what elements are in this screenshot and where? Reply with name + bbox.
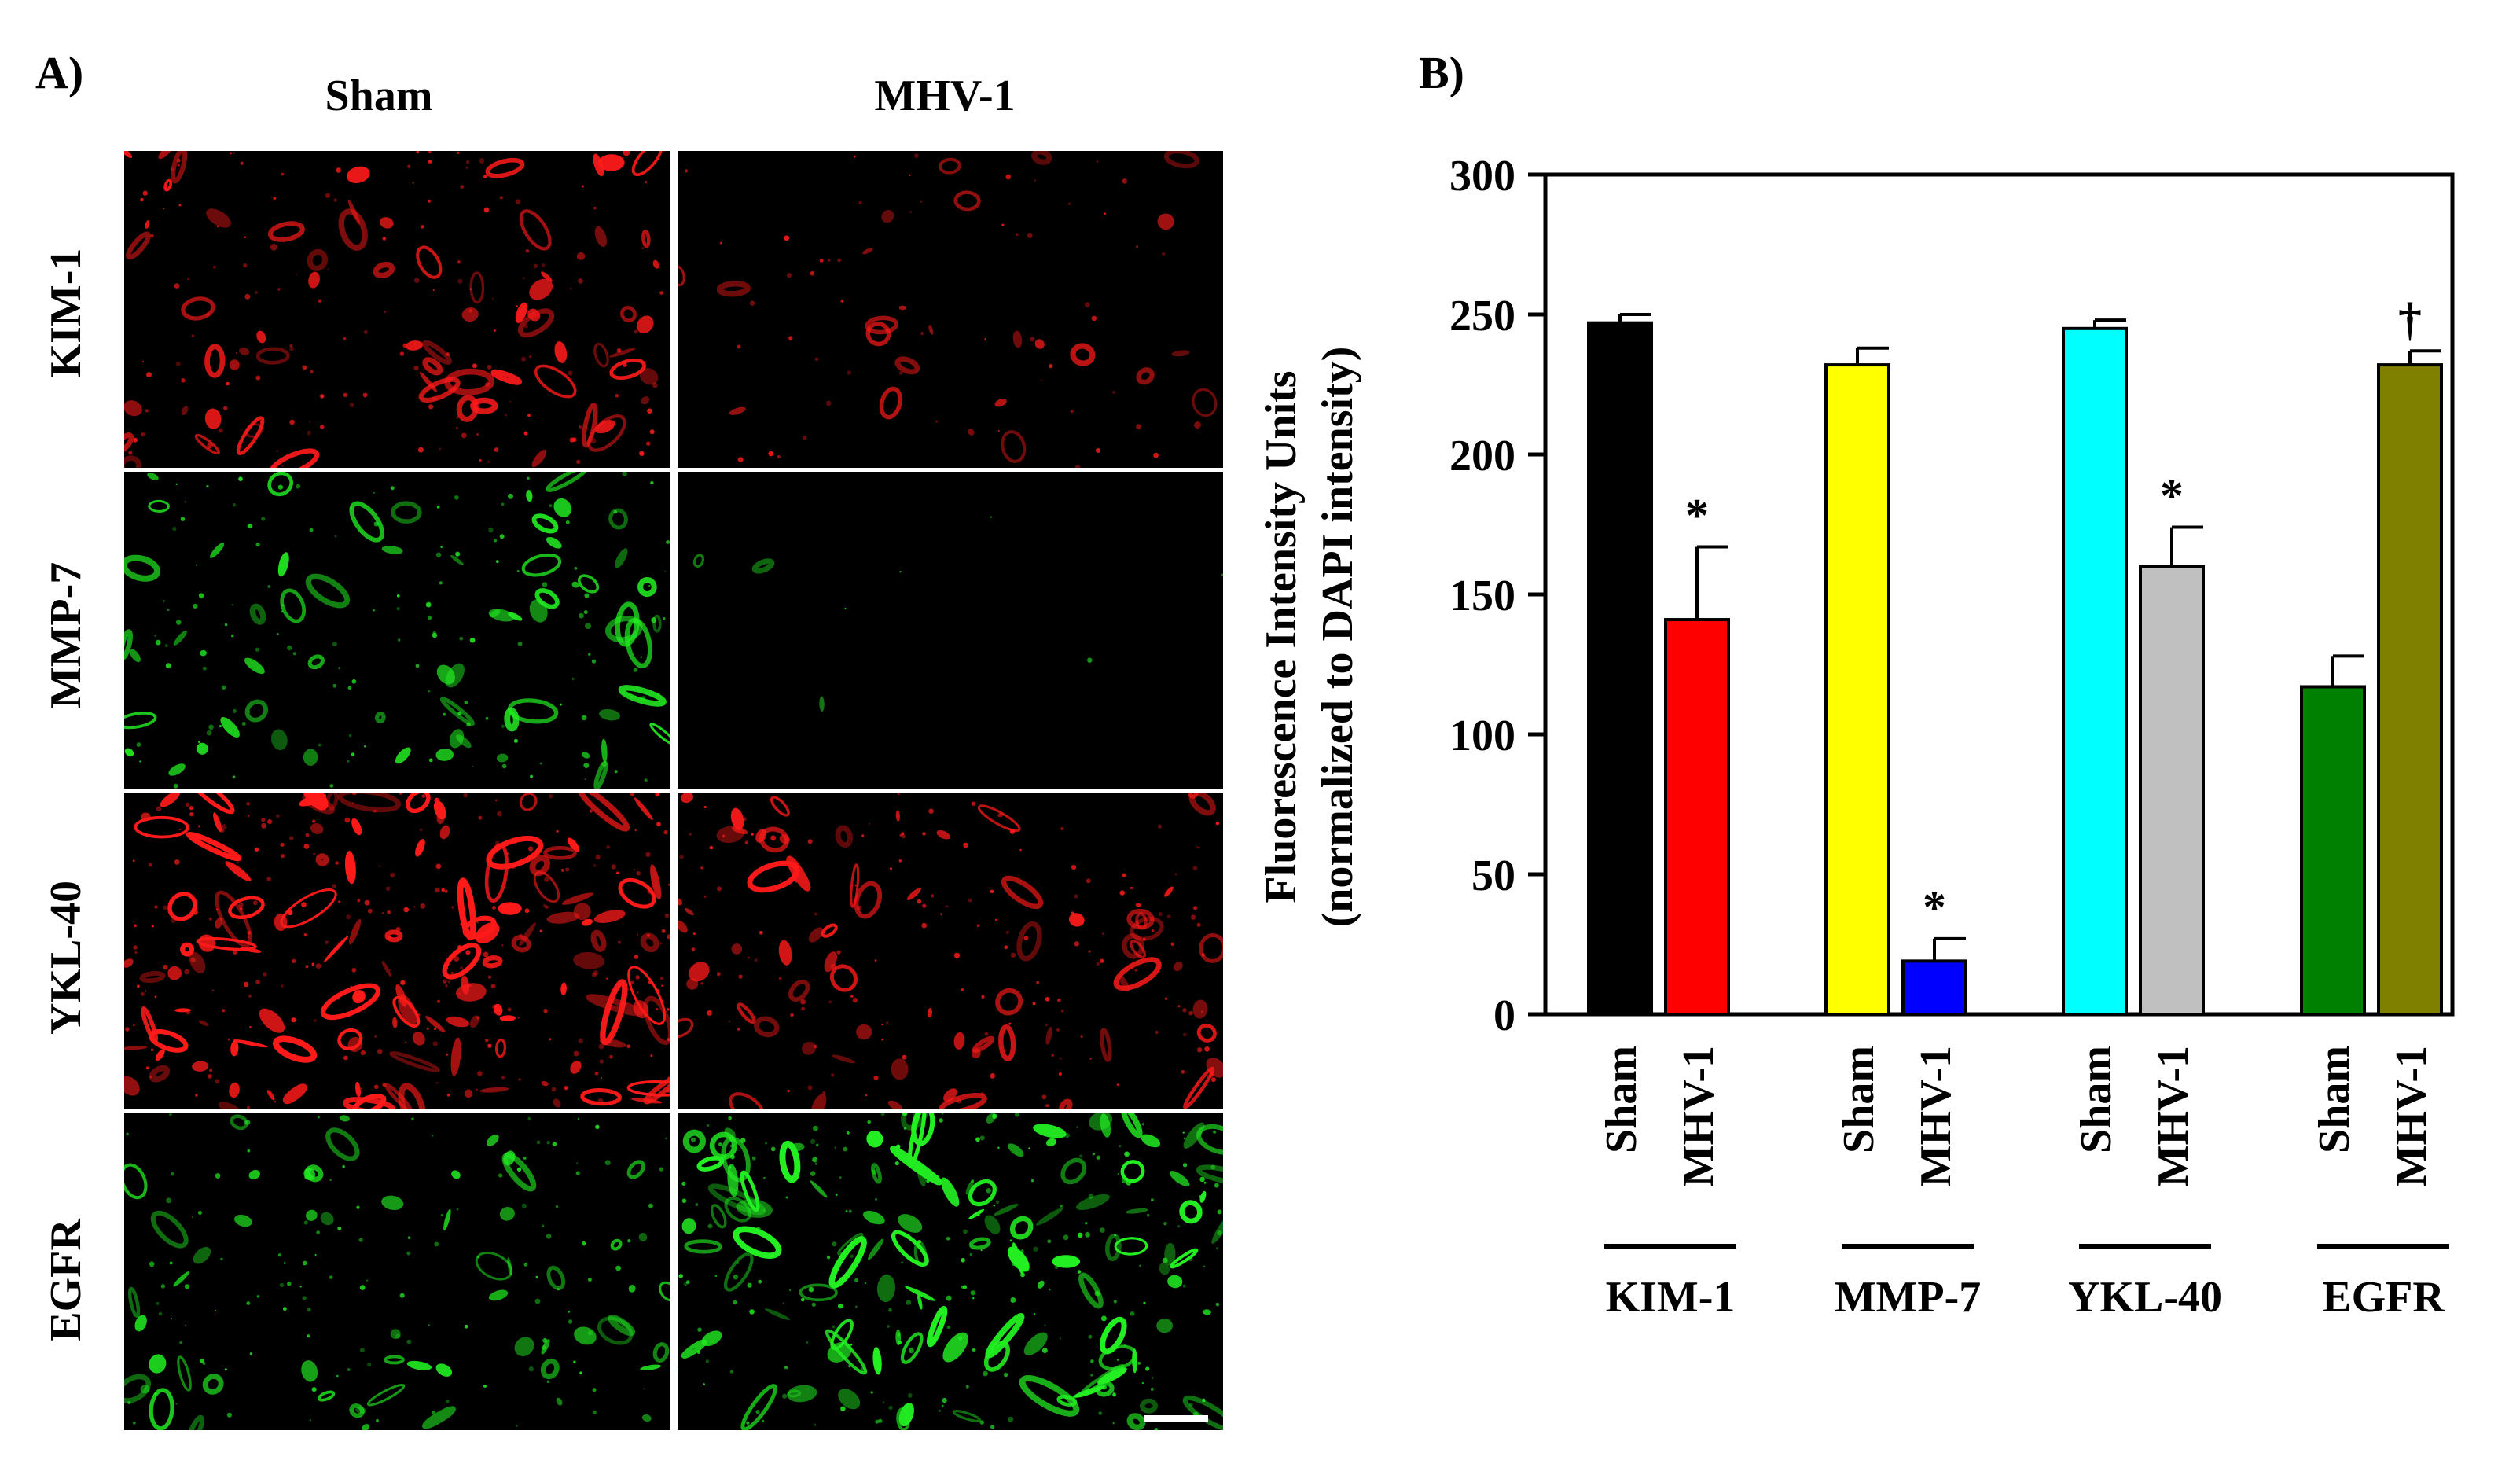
y-tick-label: 0	[1493, 991, 1515, 1040]
y-tick-label: 300	[1449, 152, 1515, 200]
micrograph-mmp-7-mhv-1	[678, 472, 1223, 789]
bar-kim-1-sham	[1587, 321, 1653, 1016]
micrograph-ykl-40-sham	[124, 793, 670, 1109]
bar-mmp-7-mhv-1	[1901, 959, 1967, 1016]
significance-marker: †	[2398, 293, 2422, 345]
x-bar-label: MHV-1	[2387, 1046, 2436, 1186]
significance-marker: *	[1923, 881, 1946, 933]
y-axis-label-line1: Fluorescence Intensity Units	[1257, 370, 1306, 903]
y-tick-label: 200	[1449, 432, 1515, 480]
micrograph-ykl-40-mhv-1	[678, 793, 1223, 1109]
column-label-mhv1: MHV-1	[874, 72, 1015, 120]
scale-bar	[1144, 1415, 1208, 1422]
micrograph-mmp-7-sham	[124, 472, 670, 789]
x-bar-label: MHV-1	[1674, 1046, 1723, 1186]
significance-marker: *	[1685, 489, 1709, 541]
panel-b-label: B)	[1419, 47, 1464, 98]
micrograph-kim-1-sham	[124, 151, 670, 468]
bar-mmp-7-sham	[1824, 363, 1890, 1016]
panel-b-bar-chart: B) Fluorescence Intensity Units (normali…	[1257, 47, 2455, 1322]
micrograph-kim-1-mhv-1	[678, 151, 1223, 468]
x-group-label: MMP-7	[1835, 1273, 1982, 1322]
y-tick-label: 100	[1449, 712, 1515, 760]
x-group-label: EGFR	[2322, 1273, 2445, 1322]
x-bar-label: Sham	[2310, 1046, 2359, 1153]
micrograph-grid	[124, 151, 1223, 1430]
row-label-ykl40: YKL-40	[42, 881, 90, 1035]
bar-egfr-mhv-1	[2377, 363, 2443, 1016]
y-tick-label: 150	[1449, 572, 1515, 620]
bar-kim-1-mhv-1	[1664, 618, 1730, 1016]
x-bar-label: MHV-1	[1912, 1046, 1960, 1186]
bar-egfr-sham	[2300, 685, 2366, 1016]
panel-a-micrographs: A) Sham MHV-1 KIM-1 MMP-7 YKL-40 EGFR	[35, 47, 1223, 1430]
x-bar-label: Sham	[1835, 1046, 1883, 1153]
column-label-sham: Sham	[325, 72, 433, 120]
row-label-egfr: EGFR	[42, 1219, 90, 1341]
x-group-label: YKL-40	[2068, 1273, 2222, 1322]
panel-a-label: A)	[35, 47, 83, 98]
micrograph-egfr-mhv-1	[678, 1113, 1223, 1430]
bar-ykl-40-mhv-1	[2139, 565, 2205, 1016]
x-bar-label: MHV-1	[2149, 1046, 2198, 1186]
bar-ykl-40-sham	[2062, 326, 2128, 1016]
y-tick-label: 250	[1449, 292, 1515, 340]
row-label-kim1: KIM-1	[42, 248, 90, 378]
x-group-label: KIM-1	[1606, 1273, 1736, 1322]
micrograph-egfr-sham	[124, 1113, 670, 1430]
y-axis-label-line2: (normalized to DAPI intensity)	[1313, 347, 1362, 928]
row-label-mmp7: MMP-7	[42, 562, 90, 709]
significance-marker: *	[2160, 470, 2184, 522]
y-tick-label: 50	[1471, 852, 1515, 900]
x-bar-label: Sham	[2072, 1046, 2121, 1153]
chart-marks: 0 50 100 150 200 250 300 Sham * MHV-1 KIM-1 Sham * MH…	[1449, 152, 2449, 1322]
x-bar-label: Sham	[1597, 1046, 1646, 1153]
